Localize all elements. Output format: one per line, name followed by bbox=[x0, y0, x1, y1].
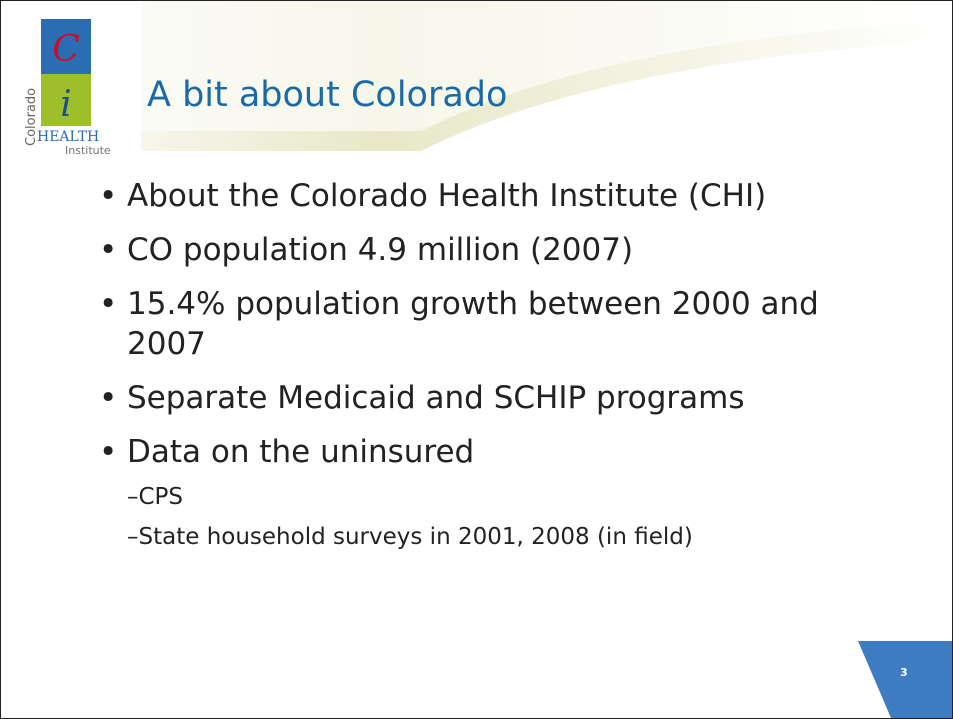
logo-sub: Institute bbox=[65, 144, 111, 157]
bullet: About the Colorado Health Institute (CHI… bbox=[99, 176, 899, 216]
bullet: Separate Medicaid and SCHIP programs bbox=[99, 378, 899, 418]
page-number: 3 bbox=[900, 666, 908, 679]
header-swoosh-light bbox=[1, 1, 952, 131]
logo-block-green bbox=[41, 74, 91, 126]
title: A bit about Colorado bbox=[147, 75, 508, 115]
bullet-text: Separate Medicaid and SCHIP programs bbox=[127, 380, 745, 416]
bullet-text: CO population 4.9 million (2007) bbox=[127, 232, 634, 268]
logo-word: HEALTH bbox=[37, 129, 99, 145]
logo-side: Colorado bbox=[24, 88, 39, 146]
logo-block-blue bbox=[41, 19, 91, 74]
bullet: CO population 4.9 million (2007) bbox=[99, 230, 899, 270]
logo-letter: C bbox=[52, 29, 80, 70]
bullet: 15.4% population growth between 2000 and… bbox=[99, 284, 899, 364]
page-badge bbox=[858, 641, 952, 718]
bullet-text: Data on the uninsured bbox=[127, 434, 475, 470]
logo-letter: i bbox=[60, 84, 72, 125]
bullet-text: About the Colorado Health Institute (CHI… bbox=[127, 178, 767, 214]
sub-bullet: State household surveys in 2001, 2008 (i… bbox=[127, 520, 927, 554]
sub-bullet: CPS bbox=[127, 480, 927, 514]
bullet-list: About the Colorado Health Institute (CHI… bbox=[99, 176, 899, 568]
bullet: Data on the uninsuredCPSState household … bbox=[99, 432, 899, 554]
bullet-text: 15.4% population growth between 2000 and… bbox=[127, 286, 819, 362]
sub-list: CPS State household surveys in 2001, 2008… bbox=[127, 480, 927, 554]
